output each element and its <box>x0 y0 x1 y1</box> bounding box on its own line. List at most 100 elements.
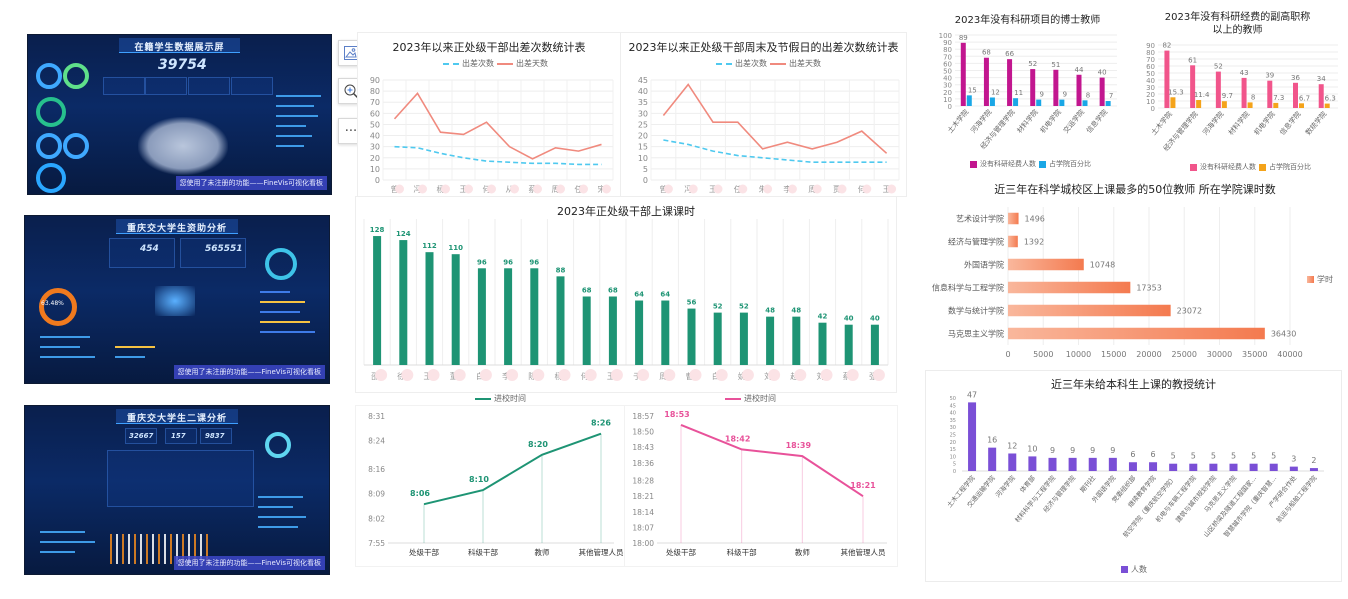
x-tick-label: 陈 <box>528 371 536 381</box>
redaction-mark <box>558 369 571 381</box>
chart-title: 2023年没有科研经费的副高职称以上的教师 <box>1164 12 1311 36</box>
line-chart: 0 5 10 15 20 25 30 35 40 45 曾 冯 王 任 朱 李 周 贾 何 王 <box>638 76 900 194</box>
chart-legend: 没有科研经费人数 占学院百分比 <box>1190 162 1311 172</box>
y-tick-label: 18:43 <box>632 443 654 452</box>
data-label: 15.3 <box>1168 88 1184 96</box>
bar <box>1088 457 1097 471</box>
redaction-mark <box>820 369 833 381</box>
x-tick-label: 任 <box>734 184 742 194</box>
x-tick-label: 土木学院 <box>945 108 970 135</box>
bar <box>1068 457 1077 471</box>
x-tick-label: 刘 <box>764 371 772 381</box>
series-line-1 <box>663 139 887 164</box>
y-tick-label: 15 <box>638 143 648 152</box>
dashboard-thumbnail-student-data[interactable]: 在籍学生数据展示屏 39754 您使用了未注册的功能——FineVis可视化看板 <box>27 34 332 195</box>
data-label: 68 <box>582 286 592 294</box>
y-tick-label: 0 <box>375 176 380 185</box>
line-chart: 0 10 20 30 40 50 60 70 80 90 曾 冯 杨 王 何 从 蔡 周 任 宋 <box>370 76 614 194</box>
data-point <box>509 161 511 163</box>
redaction-mark <box>479 369 492 381</box>
data-label: 44 <box>1075 66 1084 74</box>
y-tick-label: 30 <box>638 109 648 118</box>
data-label: 2 <box>1311 456 1316 465</box>
x-tick-label: 机电学院 <box>1252 110 1277 137</box>
data-label: 18:21 <box>850 481 876 490</box>
data-label: 9 <box>1110 446 1115 455</box>
chart-teaching-hours: 2023年正处级干部上课课时 128 邵 124 徐 112 王 110 董 96 白 96 李 96 陈… <box>355 196 897 393</box>
data-label: 8 <box>1251 93 1255 101</box>
legend-label: 出差天数 <box>516 59 548 68</box>
redaction-mark <box>872 369 885 381</box>
legend-swatch <box>475 397 491 400</box>
y-tick-label: 18:21 <box>632 492 654 501</box>
bar-count <box>1318 84 1324 108</box>
dashboard-thumbnail-financial-aid[interactable]: 重庆交大学生资助分析 454 565551 63.48% 您使用了未注册的功能—… <box>24 215 330 384</box>
data-point <box>440 153 442 155</box>
dashboard-thumbnail-second-classroom[interactable]: 重庆交大学生二课分析 32667 157 9837 您使用了未注册的功能——Fi… <box>24 405 330 575</box>
data-point <box>578 150 580 152</box>
y-tick-label: 8:16 <box>368 465 385 474</box>
y-tick-label: 50 <box>370 120 380 129</box>
data-point <box>836 161 838 163</box>
data-point <box>836 141 838 143</box>
x-tick-label: 董 <box>450 371 458 381</box>
data-point <box>687 144 689 146</box>
data-label: 5 <box>1251 452 1256 461</box>
y-tick-label: 18:28 <box>632 477 654 486</box>
y-tick-label: 80 <box>943 46 952 54</box>
data-label: 88 <box>556 266 566 274</box>
data-label: 9.7 <box>1222 92 1233 100</box>
x-tick-label: 35000 <box>1242 350 1267 359</box>
chart-legend-departure: 进校时间 <box>725 393 776 404</box>
y-tick-label: 70 <box>1146 56 1155 64</box>
y-tick-label: 35 <box>950 418 956 424</box>
y-tick-label: 0 <box>1151 105 1155 113</box>
data-label: 96 <box>529 258 539 266</box>
bar-chart: 128 邵 124 徐 112 王 110 董 96 白 96 李 96 陈 88 杨 68 何 68 王 64 于 64 周… <box>363 219 889 381</box>
bar-count <box>1030 69 1036 106</box>
data-label: 16 <box>987 436 997 445</box>
y-tick-label: 10 <box>638 154 648 163</box>
data-label: 43 <box>1240 69 1249 77</box>
chart-legend: 出差次数 出差天数 <box>443 58 548 69</box>
y-tick-label: 马克思主义学院 <box>948 328 1004 338</box>
chart-title: 近三年未给本科生上课的教授统计 <box>1051 378 1216 391</box>
x-tick-label: 杨 <box>555 371 563 381</box>
y-tick-label: 7:55 <box>368 539 385 548</box>
redaction-mark <box>812 184 822 194</box>
y-tick-label: 10 <box>943 96 952 104</box>
y-tick-label: 40 <box>1146 77 1155 85</box>
y-tick-label: 35 <box>638 98 648 107</box>
redaction-mark <box>862 184 872 194</box>
x-tick-label: 白 <box>712 371 720 381</box>
data-label: 48 <box>791 307 801 315</box>
y-tick-label: 40 <box>943 75 952 83</box>
chart-business-trips: 2023年以来正处级干部出差次数统计表 出差次数 出差天数 0 10 20 30 40 5… <box>357 32 621 197</box>
bar <box>792 316 801 365</box>
data-point <box>663 139 665 141</box>
legend-swatch-dashed <box>716 62 732 65</box>
x-tick-label: 宋 <box>598 184 606 194</box>
bar <box>582 296 591 365</box>
bar-percent <box>1059 99 1065 106</box>
bar-count <box>1099 77 1105 106</box>
x-tick-label: 材料学院 <box>1226 110 1251 137</box>
data-point <box>886 161 888 163</box>
legend-label: 人数 <box>1131 565 1147 574</box>
bar <box>1249 463 1258 471</box>
chart-weekend-trips: 2023年以来正处级干部周末及节假日的出差次数统计表 出差次数 出差天数 0 5 1… <box>620 32 907 197</box>
bar-percent <box>1170 97 1176 108</box>
chart-title: 2023年没有科研项目的博士教师 <box>954 15 1101 26</box>
data-label: 1496 <box>1025 214 1045 223</box>
x-tick-label: 交运学院 <box>1061 108 1086 135</box>
y-tick-label: 15 <box>950 447 956 453</box>
bar <box>556 276 565 365</box>
chart-phd-no-research: 2023年没有科研项目的博士教师 没有科研经费人数 占学院百分比 0 10 20 30… <box>925 5 1130 175</box>
redaction-mark <box>663 184 673 194</box>
data-label: 51 <box>1051 61 1060 69</box>
x-tick-label: 体育部 <box>1017 473 1037 494</box>
chart-title: 近三年在科学城校区上课最多的50位教师 所在学院课时数 <box>994 183 1276 196</box>
data-label: 52 <box>1214 63 1223 71</box>
chart-legend-arrival: 进校时间 <box>475 393 526 404</box>
x-tick-label: 30000 <box>1207 350 1232 359</box>
